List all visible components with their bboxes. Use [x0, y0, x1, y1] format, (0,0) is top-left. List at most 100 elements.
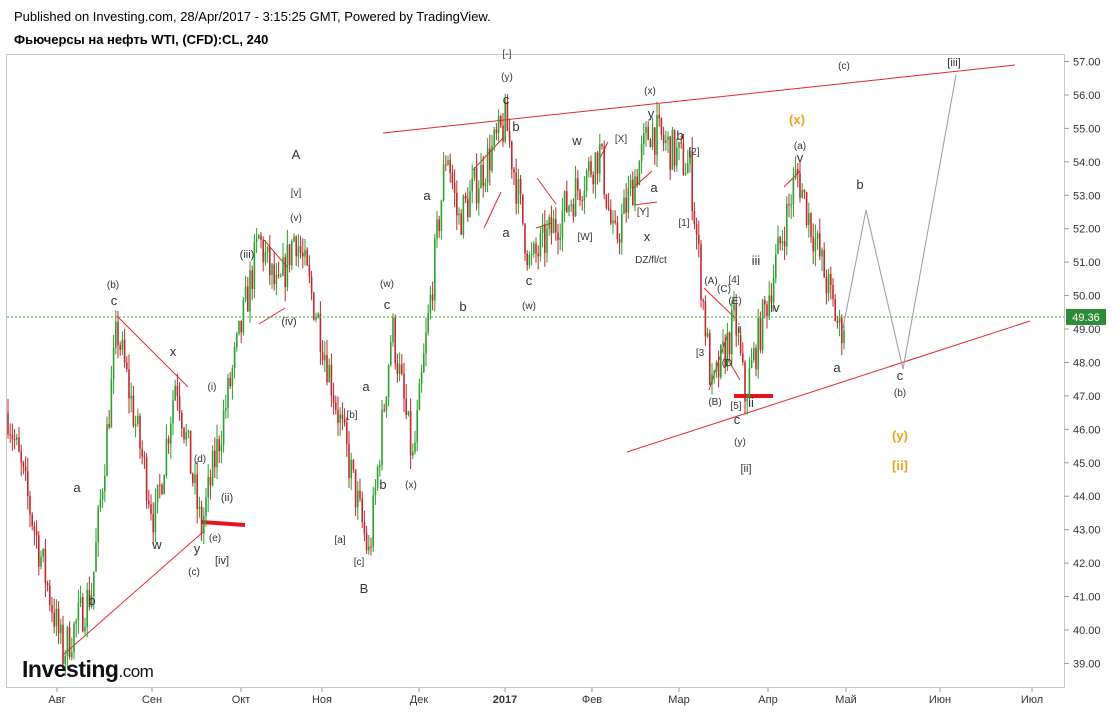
candle-body	[440, 200, 443, 232]
candle-body	[788, 203, 790, 205]
symbol-title: Фьючерсы на нефть WTI, (CFD):CL, 240	[14, 32, 269, 47]
candle-body	[335, 402, 337, 410]
wave-label: (e)	[209, 533, 221, 544]
candle-body	[665, 140, 667, 144]
trend-line	[116, 315, 189, 388]
candle-body	[9, 434, 11, 436]
candle-body	[176, 385, 179, 397]
candle-body	[599, 144, 601, 174]
candle-body	[385, 396, 388, 411]
wave-label: [-]	[503, 49, 512, 60]
candle-body	[141, 448, 143, 457]
candle-body	[90, 596, 93, 607]
candle-body	[717, 362, 720, 378]
trend-line	[263, 239, 289, 269]
candle-body	[181, 413, 183, 428]
candle-body	[742, 353, 744, 363]
logo-suffix: .com	[118, 662, 154, 681]
wave-label: a	[502, 225, 510, 240]
candle-body	[185, 432, 187, 440]
candle-body	[407, 411, 410, 415]
candle-body	[209, 476, 212, 486]
candle-body	[71, 652, 73, 658]
wave-label: [1]	[678, 218, 689, 229]
candle-body	[216, 439, 218, 468]
candle-body	[515, 172, 517, 204]
candle-body	[16, 437, 18, 440]
candle-body	[251, 270, 253, 290]
wave-label: (A)	[704, 276, 717, 287]
wave-label: (b)	[894, 388, 906, 399]
wave-label: A	[292, 147, 301, 162]
wave-label: [iii]	[947, 57, 960, 69]
candle-body	[471, 178, 473, 192]
wave-label: (iv)	[281, 316, 296, 328]
y-tick-label: 50.00	[1073, 291, 1101, 303]
candle-body	[154, 502, 157, 533]
candle-body	[779, 236, 781, 244]
candle-body	[449, 160, 451, 174]
candle-body	[803, 190, 806, 193]
candle-body	[44, 548, 47, 584]
candle-body	[396, 363, 399, 374]
candle-body	[244, 286, 247, 300]
candle-body	[227, 377, 229, 408]
wave-label: (c)	[838, 61, 850, 72]
wave-label: (y)	[734, 437, 746, 448]
candle-body	[167, 438, 170, 444]
candle-body	[390, 341, 392, 366]
y-tick-label: 43.00	[1073, 525, 1101, 537]
candle-body	[123, 339, 126, 363]
candle-body	[537, 253, 539, 257]
candle-body	[790, 204, 792, 206]
candle-body	[700, 244, 702, 301]
candle-body	[170, 423, 172, 444]
candle-body	[550, 217, 553, 234]
candle-body	[625, 197, 627, 213]
candle-body	[583, 190, 586, 201]
candle-body	[236, 333, 238, 348]
candle-body	[495, 129, 498, 134]
candle-body	[112, 347, 115, 380]
candle-body	[86, 589, 88, 627]
wave-label: (v)	[290, 213, 302, 224]
candle-body	[447, 160, 449, 165]
candle-body	[629, 179, 632, 189]
candle-body	[759, 317, 762, 350]
candle-body	[225, 407, 227, 411]
candle-body	[55, 608, 58, 627]
x-tick-label: Мар	[668, 694, 690, 706]
candle-body	[689, 150, 691, 164]
candle-body	[178, 396, 181, 414]
y-tick-label: 47.00	[1073, 391, 1101, 403]
candle-body	[152, 514, 154, 533]
candle-body	[284, 257, 286, 288]
wave-label: [a]	[334, 535, 345, 546]
candle-body	[304, 249, 306, 257]
wave-label: ii	[748, 395, 754, 410]
candle-body	[649, 139, 652, 147]
wave-label: a	[73, 480, 81, 495]
wave-label: [5]	[730, 401, 741, 412]
candle-body	[310, 276, 313, 293]
candle-body	[612, 220, 614, 224]
candle-body	[418, 383, 421, 410]
support-bar	[200, 520, 246, 527]
candle-body	[143, 456, 146, 458]
candle-body	[159, 484, 161, 486]
wave-label: a	[362, 379, 370, 394]
candle-body	[262, 239, 264, 263]
y-tick-label: 44.00	[1073, 491, 1101, 503]
candle-body	[656, 115, 658, 155]
candle-body	[339, 414, 341, 423]
wave-label: x	[644, 229, 651, 244]
candle-body	[823, 249, 825, 278]
candle-body	[214, 450, 216, 468]
candle-body	[84, 626, 86, 632]
candle-body	[346, 422, 348, 444]
candle-body	[183, 427, 185, 440]
candle-body	[836, 321, 839, 323]
candle-body	[317, 313, 319, 318]
candle-body	[737, 335, 740, 337]
candle-body	[374, 487, 377, 496]
